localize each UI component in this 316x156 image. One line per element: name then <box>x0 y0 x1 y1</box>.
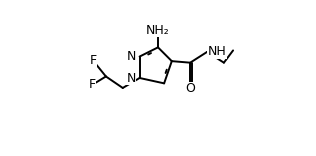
Text: N: N <box>126 71 136 85</box>
Text: NH: NH <box>208 45 227 58</box>
Text: F: F <box>89 54 96 67</box>
Text: O: O <box>185 82 195 95</box>
Text: F: F <box>88 78 96 91</box>
Text: N: N <box>126 50 136 63</box>
Text: NH₂: NH₂ <box>146 24 170 37</box>
